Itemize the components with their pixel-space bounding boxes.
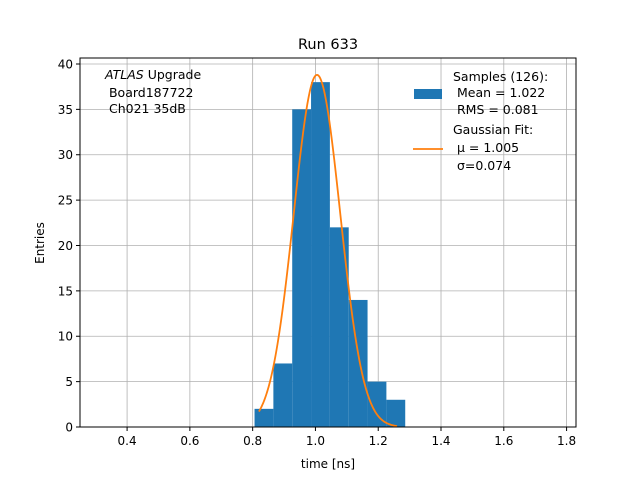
y-tick-label: 5 <box>65 375 73 389</box>
chart-title: Run 633 <box>298 37 358 53</box>
histogram-bar <box>254 408 274 427</box>
y-tick-label: 40 <box>58 57 73 71</box>
x-tick-label: 1.4 <box>431 434 450 448</box>
x-tick-label: 1.2 <box>369 434 388 448</box>
annotation-line2: Board187722 <box>105 85 193 100</box>
histogram-bar <box>367 381 387 427</box>
y-tick-label: 0 <box>65 421 73 435</box>
legend-samples-line3: RMS = 0.081 <box>453 102 539 117</box>
y-tick-label: 10 <box>58 330 73 344</box>
legend: Samples (126): Mean = 1.022 RMS = 0.081 … <box>413 69 548 173</box>
x-tick-label: 1.0 <box>306 434 325 448</box>
legend-fit-line1: Gaussian Fit: <box>453 122 533 137</box>
legend-samples-patch <box>414 89 442 99</box>
axes-frame <box>79 57 577 428</box>
y-tick-label: 25 <box>58 194 73 208</box>
y-tick-label: 30 <box>58 148 73 162</box>
x-tick-label: 1.6 <box>494 434 513 448</box>
legend-samples-line1: Samples (126): <box>453 69 548 84</box>
gaussian-fit-line <box>258 73 398 427</box>
histogram-bar <box>348 299 368 427</box>
x-axis-label: time [ns] <box>301 457 355 471</box>
histogram-bar <box>329 227 349 427</box>
y-tick-label: 15 <box>58 284 73 298</box>
histogram-bars <box>254 82 406 427</box>
y-tick-label: 35 <box>58 103 73 117</box>
x-tick-label: 0.8 <box>243 434 262 448</box>
histogram-bar <box>273 363 293 427</box>
annotation-italic: ATLAS <box>104 67 144 82</box>
legend-samples-line2: Mean = 1.022 <box>453 85 545 100</box>
x-tick-label: 0.6 <box>180 434 199 448</box>
y-tick-label: 20 <box>58 239 73 253</box>
histogram-bar <box>311 82 330 427</box>
y-axis-label: Entries <box>33 222 47 264</box>
annotation-line3: Ch021 35dB <box>105 101 186 116</box>
legend-fit-line2: μ = 1.005 <box>453 140 519 155</box>
histogram-bar <box>386 399 406 427</box>
atlas-annotation: ATLAS Upgrade Board187722 Ch021 35dB <box>104 67 201 116</box>
x-tick-label: 1.8 <box>557 434 576 448</box>
annotation-line1: Upgrade <box>144 67 202 82</box>
x-ticks: 0.4 0.6 0.8 1.0 1.2 1.4 1.6 1.8 <box>118 427 576 448</box>
y-ticks: 0 5 10 15 20 25 30 35 40 <box>58 57 80 435</box>
x-tick-label: 0.4 <box>118 434 137 448</box>
svg-text:ATLAS Upgrade: ATLAS Upgrade <box>104 67 201 82</box>
histogram-bar <box>292 109 312 427</box>
legend-fit-line3: σ=0.074 <box>453 158 511 173</box>
